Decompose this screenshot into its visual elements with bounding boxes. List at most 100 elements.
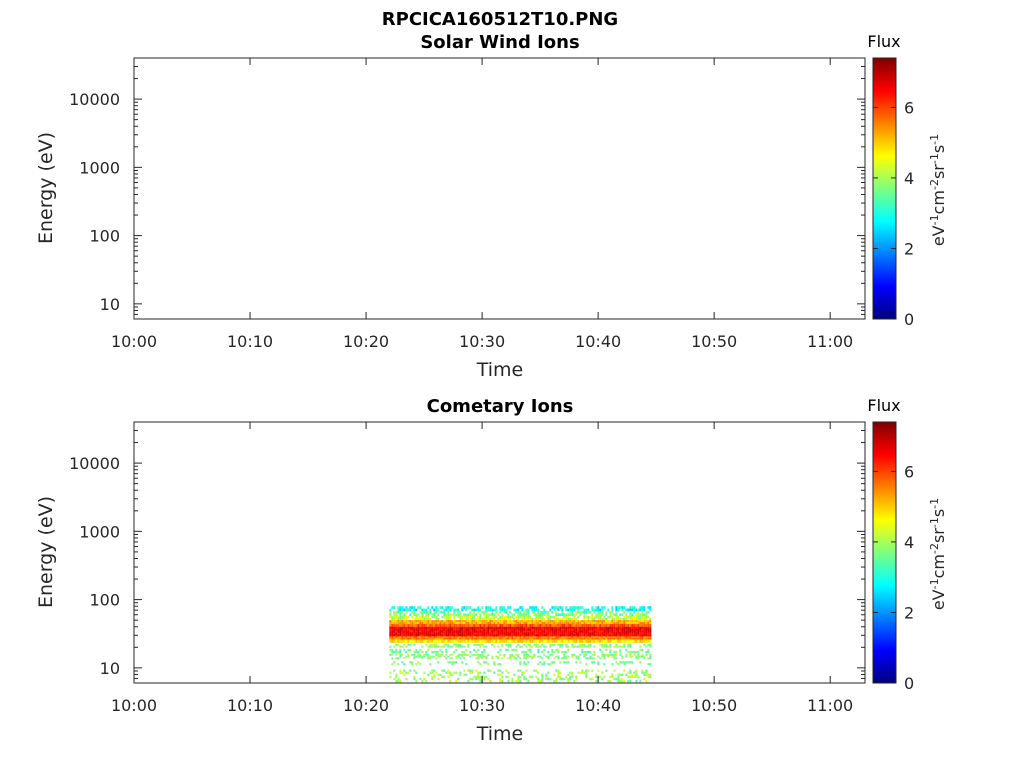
heatmap-cell (571, 626, 574, 630)
heatmap-cell (453, 639, 456, 643)
heatmap-cell (557, 675, 560, 679)
heatmap-cell (575, 613, 578, 617)
heatmap-cell (513, 617, 516, 621)
heatmap-cell (625, 617, 628, 621)
heatmap-cell (605, 630, 608, 633)
heatmap-cell (629, 637, 632, 640)
heatmap-cell (395, 620, 398, 623)
heatmap-cell (441, 611, 444, 614)
heatmap-cell (629, 611, 632, 614)
heatmap-cell (611, 673, 614, 677)
heatmap-cell (443, 608, 446, 612)
heatmap-cell (519, 622, 522, 625)
heatmap-cell (615, 653, 618, 656)
heatmap-cell (627, 615, 630, 619)
heatmap-cell (499, 648, 502, 652)
heatmap-cell (487, 626, 490, 630)
heatmap-cell (551, 626, 554, 630)
heatmap-cell (577, 630, 580, 633)
heatmap-cell (647, 657, 650, 660)
heatmap-cell (431, 645, 434, 648)
heatmap-cell (399, 606, 402, 609)
y-tick-label: 10 (100, 295, 120, 314)
heatmap-cell (545, 675, 548, 679)
heatmap-cell (569, 630, 572, 633)
heatmap-cell (413, 622, 416, 625)
heatmap-cell (389, 630, 392, 633)
heatmap-cell (567, 639, 570, 643)
heatmap-cell (585, 639, 588, 643)
heatmap-cell (393, 632, 396, 635)
heatmap-cell (459, 623, 462, 628)
heatmap-cell (635, 655, 638, 658)
heatmap-cell (627, 626, 630, 630)
heatmap-cell (415, 679, 418, 683)
heatmap-cell (437, 661, 440, 664)
heatmap-cell (647, 673, 650, 677)
heatmap-cell (581, 639, 584, 643)
heatmap-cell (445, 626, 448, 630)
heatmap-cell (459, 673, 462, 677)
heatmap-cell (425, 620, 428, 623)
heatmap-cell (427, 637, 430, 640)
heatmap-cell (481, 617, 484, 621)
heatmap-cell (419, 620, 422, 623)
heatmap-cell (453, 671, 456, 674)
heatmap-cell (417, 626, 420, 630)
heatmap-cell (521, 606, 524, 609)
heatmap-cell (437, 653, 440, 656)
heatmap-cell (445, 650, 448, 654)
heatmap-cell (469, 655, 472, 658)
heatmap-cell (551, 628, 554, 631)
heatmap-cell (437, 630, 440, 633)
heatmap-cell (439, 645, 442, 648)
heatmap-cell (397, 657, 400, 660)
heatmap-cell (455, 634, 458, 637)
heatmap-cell (599, 620, 602, 623)
heatmap-cell (477, 617, 480, 621)
heatmap-cell (599, 608, 602, 612)
heatmap-cell (589, 639, 592, 643)
heatmap-cell (433, 675, 436, 679)
heatmap-cell (525, 620, 528, 623)
heatmap-cell (641, 626, 644, 630)
heatmap-cell (557, 626, 560, 630)
heatmap-cell (475, 639, 478, 643)
heatmap-cell (589, 636, 592, 639)
heatmap-cell (497, 650, 500, 654)
heatmap-cell (467, 626, 470, 630)
heatmap-cell (485, 620, 488, 623)
heatmap-cell (449, 657, 452, 660)
heatmap-cell (501, 626, 504, 630)
heatmap-cell (461, 626, 464, 630)
heatmap-cell (485, 630, 488, 633)
heatmap-cell (647, 648, 650, 652)
heatmap-cell (593, 622, 596, 625)
heatmap-cell (515, 645, 518, 648)
heatmap-cell (399, 620, 402, 623)
heatmap-cell (619, 613, 622, 617)
heatmap-cell (501, 623, 504, 628)
heatmap-cell (497, 623, 500, 628)
heatmap-cell (635, 675, 638, 679)
heatmap-cell (391, 632, 394, 635)
heatmap-cell (485, 632, 488, 635)
heatmap-cell (501, 632, 504, 635)
heatmap-cell (429, 622, 432, 625)
heatmap-cell (493, 661, 496, 664)
heatmap-cell (491, 617, 494, 621)
heatmap-cell (455, 645, 458, 648)
heatmap-cell (401, 661, 404, 664)
heatmap-cell (393, 645, 396, 648)
heatmap-cell (641, 628, 644, 631)
heatmap-cell (413, 606, 416, 609)
heatmap-cell (573, 628, 576, 631)
heatmap-cell (575, 620, 578, 623)
heatmap-cell (487, 620, 490, 623)
heatmap-cell (515, 626, 518, 630)
heatmap-cell (543, 636, 546, 639)
heatmap-cell (561, 617, 564, 621)
heatmap-cell (563, 636, 566, 639)
heatmap-cell (407, 653, 410, 656)
heatmap-cell (599, 657, 602, 660)
